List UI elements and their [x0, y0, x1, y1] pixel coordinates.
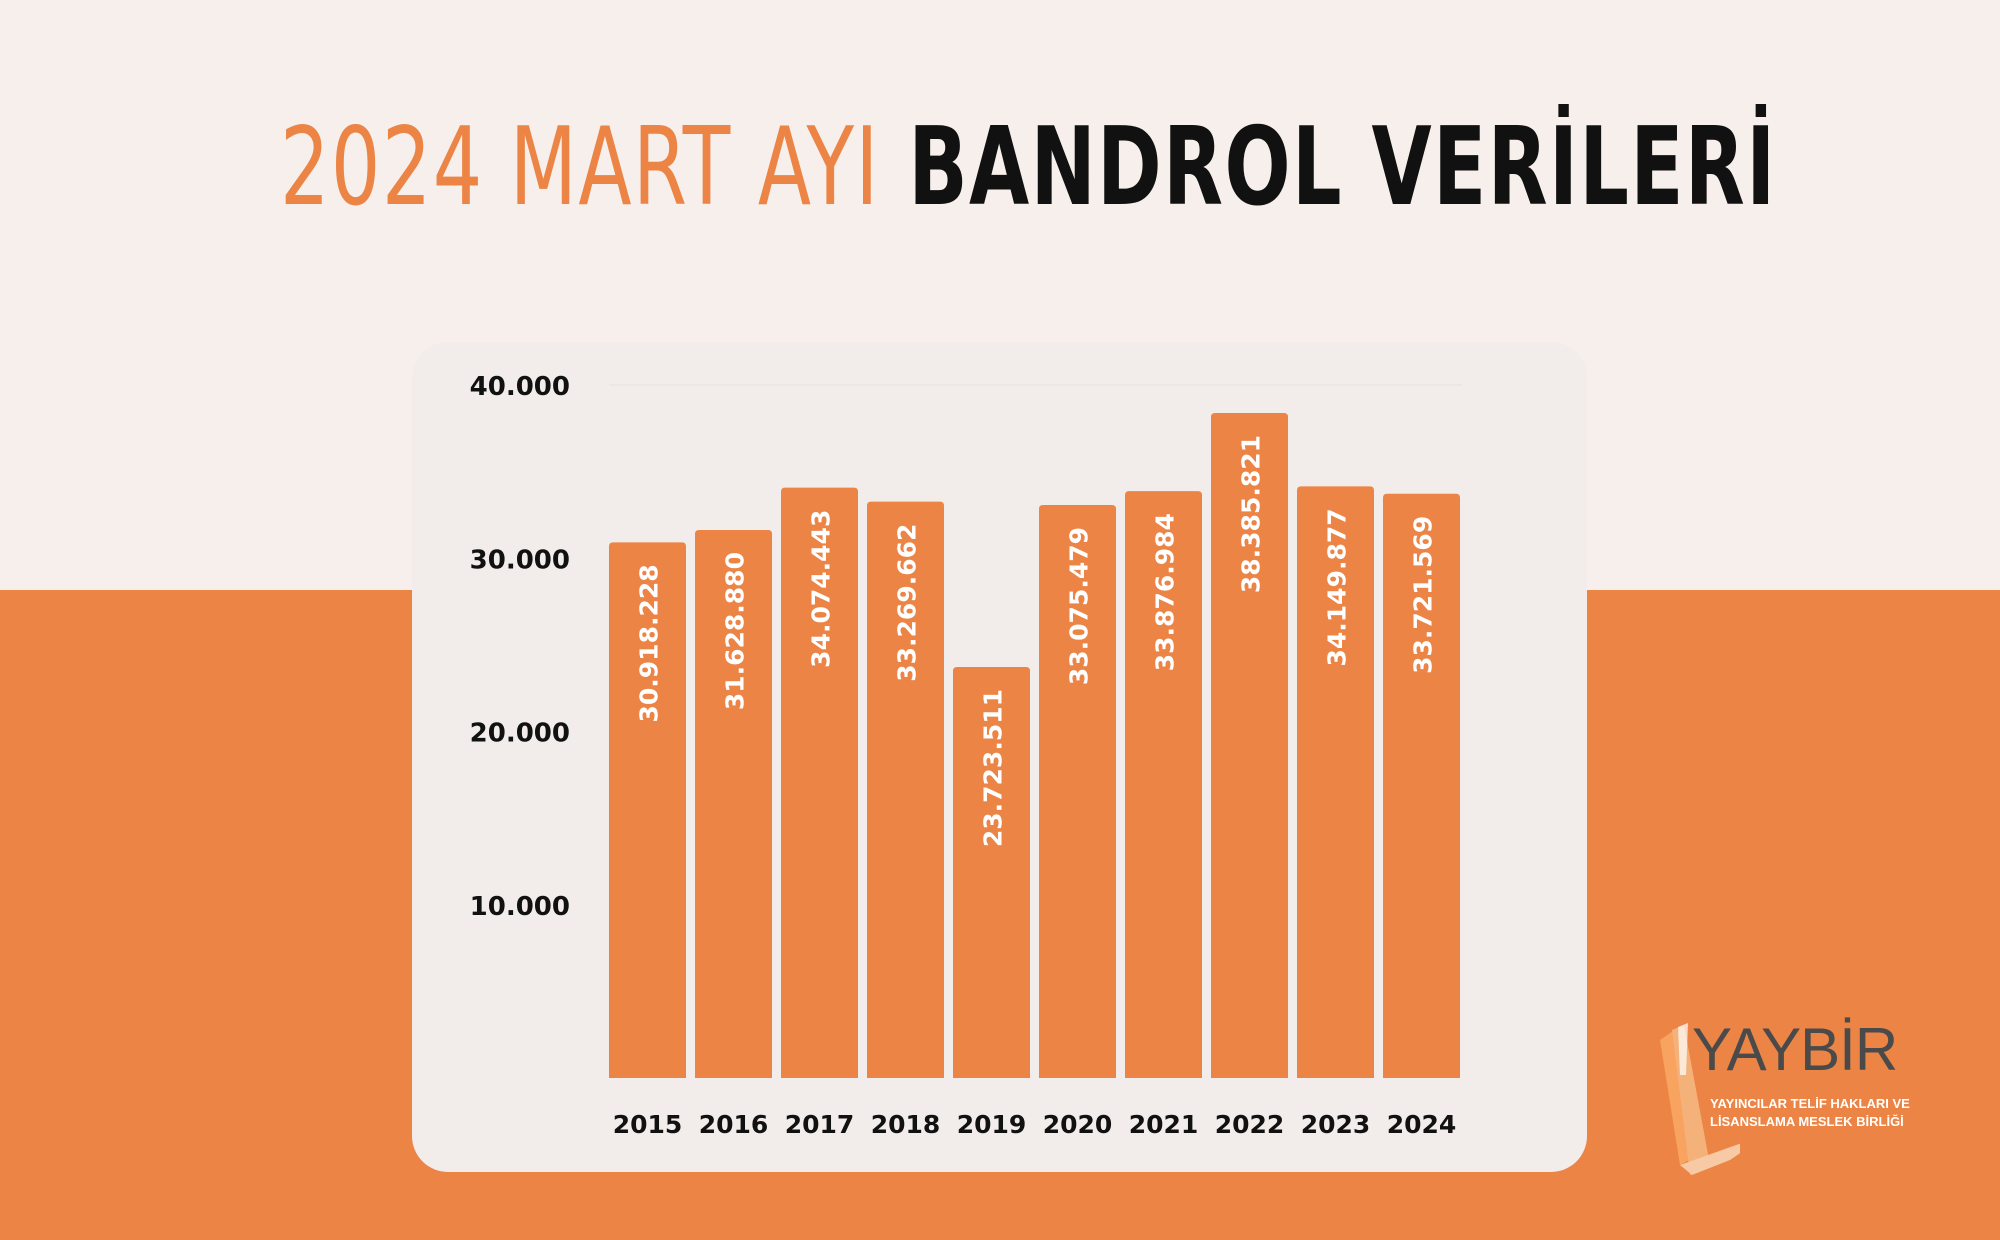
bar-value-label: 33.721.569: [1409, 516, 1438, 674]
x-tick-label: 2021: [1129, 1110, 1199, 1139]
bar: [1297, 486, 1374, 1078]
bar-value-label: 23.723.511: [979, 689, 1008, 847]
yaybir-logo: YAYBİR YAYINCILAR TELİF HAKLARI VE LİSAN…: [1650, 1015, 1930, 1175]
x-tick-label: 2019: [957, 1110, 1027, 1139]
bar-value-label: 34.149.877: [1323, 508, 1352, 666]
y-tick-label: 30.000: [470, 545, 570, 575]
bar-value-label: 30.918.228: [635, 564, 664, 722]
x-tick-label: 2015: [613, 1110, 683, 1139]
x-tick-label: 2022: [1215, 1110, 1285, 1139]
x-tick-label: 2024: [1387, 1110, 1457, 1139]
bar-value-label: 34.074.443: [807, 510, 836, 668]
page-title: 2024 MART AYI BANDROL VERİLERİ: [280, 105, 1775, 230]
bar-group: 33.721.569 2024: [1383, 493, 1460, 1139]
bar-group: 33.876.984 2021: [1125, 491, 1202, 1139]
logo-fan-icon: [1660, 1023, 1740, 1175]
bar: [695, 530, 772, 1078]
x-tick-label: 2017: [785, 1110, 855, 1139]
x-tick-label: 2023: [1301, 1110, 1371, 1139]
bar-value-label: 38.385.821: [1237, 435, 1266, 593]
bar-group: 31.628.880 2016: [695, 530, 772, 1139]
bar-group: 34.149.877 2023: [1297, 486, 1374, 1139]
logo-wordmark: YAYBİR: [1692, 1016, 1898, 1083]
bar-group: 30.918.228 2015: [609, 542, 686, 1139]
bar-value-label: 33.075.479: [1065, 527, 1094, 685]
logo-tagline-line2: LİSANSLAMA MESLEK BİRLİĞİ: [1710, 1114, 1904, 1129]
bar-value-label: 33.269.662: [893, 524, 922, 682]
bar-value-label: 33.876.984: [1151, 513, 1180, 671]
bar-group: 33.269.662 2018: [867, 501, 944, 1139]
bar: [609, 542, 686, 1078]
y-tick-label: 40.000: [470, 372, 570, 402]
y-tick-label: 10.000: [470, 892, 570, 922]
bar: [1211, 412, 1288, 1078]
bar: [781, 487, 858, 1078]
logo-tagline: YAYINCILAR TELİF HAKLARI VE LİSANSLAMA M…: [1710, 1095, 1910, 1131]
bar-group: 33.075.479 2020: [1039, 504, 1116, 1139]
y-tick-label: 20.000: [470, 719, 570, 749]
x-tick-label: 2018: [871, 1110, 941, 1139]
title-highlight: 2024 MART AYI: [280, 105, 880, 230]
bar-group: 38.385.821 2022: [1211, 412, 1288, 1139]
bar: [953, 666, 1030, 1078]
bar-group: 34.074.443 2017: [781, 487, 858, 1139]
bar: [1039, 504, 1116, 1079]
x-tick-label: 2020: [1043, 1110, 1113, 1139]
bar-group: 23.723.511 2019: [953, 666, 1030, 1139]
bar: [1125, 491, 1202, 1078]
x-tick-label: 2016: [699, 1110, 769, 1139]
bar-value-label: 31.628.880: [721, 552, 750, 710]
title-main: BANDROL VERİLERİ: [908, 105, 1777, 230]
logo-tagline-line1: YAYINCILAR TELİF HAKLARI VE: [1710, 1096, 1910, 1111]
bar: [867, 501, 944, 1078]
bar: [1383, 493, 1460, 1078]
